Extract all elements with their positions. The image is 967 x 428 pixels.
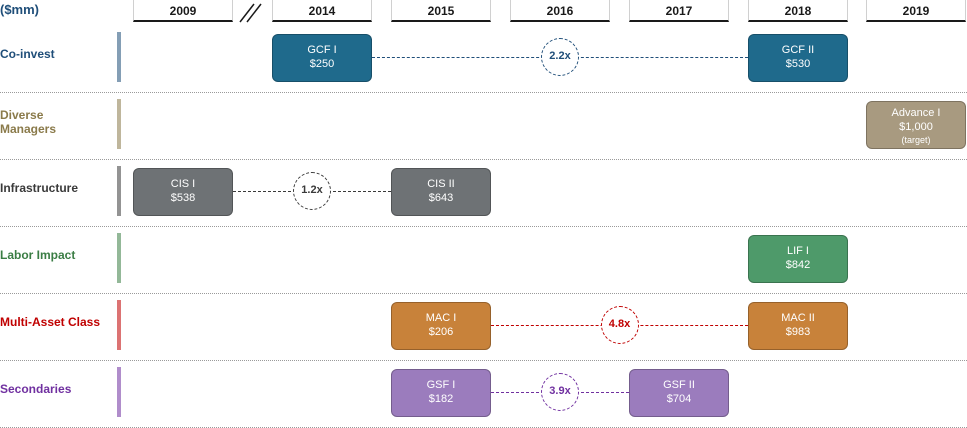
- row-separator: [0, 293, 967, 294]
- category-bar-labor-impact: [117, 233, 121, 283]
- multiple-badge-co-invest: 2.2x: [541, 38, 579, 76]
- fund-box-lif-i: LIF I $842: [748, 235, 848, 283]
- year-header-2014: 2014: [272, 0, 372, 22]
- fund-amount: $206: [428, 326, 454, 338]
- fund-box-gcf-i: GCF I $250: [272, 34, 372, 82]
- year-header-2017: 2017: [629, 0, 729, 22]
- fund-name: CIS I: [170, 178, 196, 190]
- fund-box-advance-i: Advance I $1,000 (target): [866, 101, 966, 149]
- fund-amount: $643: [428, 192, 454, 204]
- fund-amount: $250: [309, 58, 335, 70]
- row-separator: [0, 360, 967, 361]
- fund-box-mac-i: MAC I $206: [391, 302, 491, 350]
- row-separator: [0, 159, 967, 160]
- fund-amount: $182: [428, 393, 454, 405]
- fund-name: GCF I: [307, 44, 337, 56]
- multiple-badge-secondaries: 3.9x: [541, 373, 579, 411]
- fund-box-mac-ii: MAC II $983: [748, 302, 848, 350]
- category-bar-multi-asset-class: [117, 300, 121, 350]
- category-label-diverse-managers: Diverse Managers: [0, 108, 57, 136]
- fund-box-cis-ii: CIS II $643: [391, 168, 491, 216]
- year-header-2009: 2009: [133, 0, 233, 22]
- category-bar-infrastructure: [117, 166, 121, 216]
- category-label-infrastructure: Infrastructure: [0, 181, 79, 195]
- fund-box-gcf-ii: GCF II $530: [748, 34, 848, 82]
- fund-amount: $842: [785, 259, 811, 271]
- category-bar-secondaries: [117, 367, 121, 417]
- fund-name: Advance I: [891, 107, 941, 119]
- fund-amount: $983: [785, 326, 811, 338]
- multiple-badge-multi-asset-class: 4.8x: [600, 306, 639, 344]
- category-label-multi-asset-class: Multi-Asset Class: [0, 315, 101, 329]
- category-label-labor-impact: Labor Impact: [0, 248, 76, 262]
- fund-name: GSF II: [663, 379, 695, 391]
- row-separator: [0, 226, 967, 227]
- multiple-badge-infrastructure: 1.2x: [293, 172, 331, 210]
- fund-name: CIS II: [427, 178, 455, 190]
- category-bar-diverse-managers: [117, 99, 121, 149]
- fund-box-cis-i: CIS I $538: [133, 168, 233, 216]
- fund-amount: $538: [170, 192, 196, 204]
- fund-name: MAC I: [425, 312, 457, 324]
- fund-note: (target): [901, 135, 931, 145]
- year-header-2019: 2019: [866, 0, 966, 22]
- fund-amount: $530: [785, 58, 811, 70]
- category-label-secondaries: Secondaries: [0, 382, 72, 396]
- fund-amount: $1,000: [899, 121, 933, 133]
- axis-break-icon: [239, 3, 262, 23]
- unit-label: ($mm): [0, 2, 40, 17]
- year-header-2015: 2015: [391, 0, 491, 22]
- year-header-2018: 2018: [748, 0, 848, 22]
- category-label-co-invest: Co-invest: [0, 47, 55, 61]
- year-header-2016: 2016: [510, 0, 610, 22]
- fund-name: GSF I: [426, 379, 456, 391]
- fund-name: LIF I: [786, 245, 809, 257]
- fund-box-gsf-ii: GSF II $704: [629, 369, 729, 417]
- fund-name: GCF II: [781, 44, 815, 56]
- fund-amount: $704: [666, 393, 692, 405]
- fund-box-gsf-i: GSF I $182: [391, 369, 491, 417]
- fund-name: MAC II: [781, 312, 815, 324]
- row-separator: [0, 92, 967, 93]
- category-bar-co-invest: [117, 32, 121, 82]
